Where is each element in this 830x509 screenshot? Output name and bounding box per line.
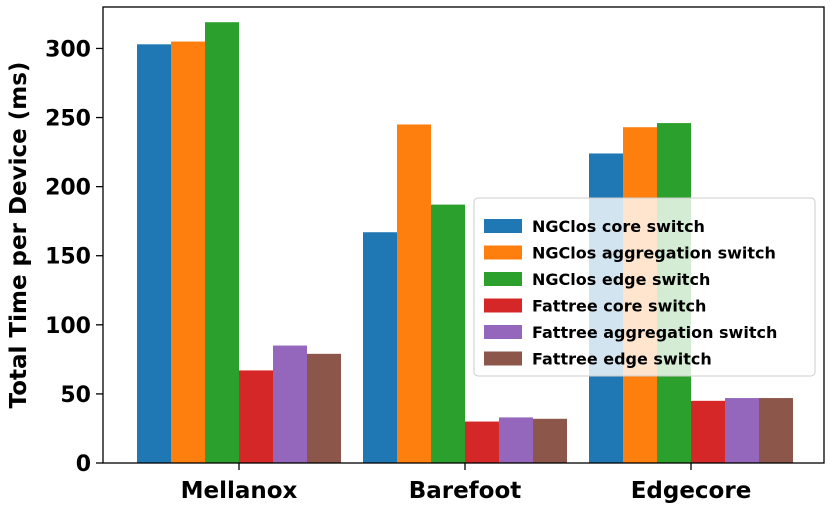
bar-fattree-aggregation-switch-barefoot — [499, 417, 533, 463]
bar-ngclos-edge-switch-mellanox — [205, 22, 239, 463]
bar-ngclos-aggregation-switch-barefoot — [397, 124, 431, 464]
legend-label-ngclos-core-switch: NGClos core switch — [532, 217, 705, 236]
legend-swatch-fattree-core-switch — [484, 298, 522, 313]
legend-label-fattree-core-switch: Fattree core switch — [532, 297, 706, 316]
y-tick-label-200: 200 — [45, 176, 91, 201]
bar-fattree-edge-switch-mellanox — [307, 353, 341, 463]
y-tick-label-100: 100 — [45, 314, 91, 339]
y-axis-title: Total Time per Device (ms) — [6, 62, 32, 409]
y-tick-label-250: 250 — [45, 107, 91, 132]
bar-fattree-core-switch-edgecore — [691, 400, 725, 463]
legend-label-ngclos-edge-switch: NGClos edge switch — [532, 270, 710, 289]
y-tick-label-50: 50 — [60, 383, 91, 408]
plot-frame — [102, 6, 825, 464]
x-tick-label-mellanox: Mellanox — [181, 478, 298, 504]
x-axis: Mellanox Barefoot Edgecore — [181, 463, 752, 504]
bar-fattree-edge-switch-edgecore — [759, 398, 793, 463]
bar-ngclos-core-switch-mellanox — [137, 44, 171, 464]
bar-ngclos-edge-switch-barefoot — [431, 204, 465, 463]
bar-fattree-edge-switch-barefoot — [533, 418, 567, 463]
legend-label-ngclos-aggregation-switch: NGClos aggregation switch — [532, 244, 776, 263]
bar-ngclos-aggregation-switch-mellanox — [171, 41, 205, 463]
bar-ngclos-core-switch-barefoot — [363, 232, 397, 463]
y-tick-label-300: 300 — [45, 37, 91, 62]
y-tick-label-150: 150 — [45, 245, 91, 270]
x-tick-label-barefoot: Barefoot — [409, 478, 522, 504]
legend-swatch-ngclos-core-switch — [484, 219, 522, 233]
bar-fattree-aggregation-switch-edgecore — [725, 398, 759, 463]
legend-swatch-ngclos-edge-switch — [484, 272, 522, 286]
legend-box — [473, 197, 816, 377]
legend-swatch-ngclos-aggregation-switch — [484, 245, 522, 260]
bar-fattree-aggregation-switch-mellanox — [273, 345, 307, 463]
legend-swatch-fattree-aggregation-switch — [484, 325, 522, 339]
legend-label-fattree-edge-switch: Fattree edge switch — [532, 350, 712, 369]
y-axis: 0 50 100 150 200 250 300 — [45, 37, 103, 477]
legend-swatch-fattree-edge-switch — [484, 351, 522, 366]
x-tick-label-edgecore: Edgecore — [631, 478, 752, 504]
legend-label-fattree-aggregation-switch: Fattree aggregation switch — [532, 323, 777, 342]
bar-fattree-core-switch-barefoot — [465, 421, 499, 463]
bar-fattree-core-switch-mellanox — [239, 370, 273, 463]
y-tick-label-0: 0 — [76, 452, 91, 477]
legend: NGClos core switch NGClos aggregation swi… — [473, 197, 816, 377]
